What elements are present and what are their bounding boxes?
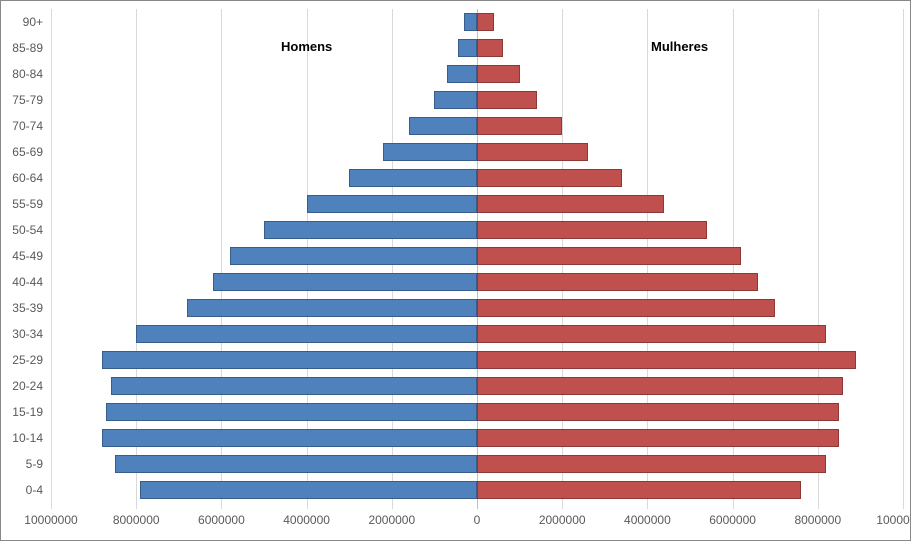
y-tick-label: 0-4 xyxy=(1,481,49,499)
bar-mulheres xyxy=(477,325,826,343)
bar-mulheres xyxy=(477,481,801,499)
y-tick-label: 30-34 xyxy=(1,325,49,343)
y-tick-label: 50-54 xyxy=(1,221,49,239)
bar-homens xyxy=(349,169,477,187)
bar-homens xyxy=(230,247,477,265)
bar-homens xyxy=(264,221,477,239)
x-tick-label: 2000000 xyxy=(539,513,586,527)
bar-homens xyxy=(409,117,477,135)
y-tick-label: 40-44 xyxy=(1,273,49,291)
bar-mulheres xyxy=(477,117,562,135)
bar-mulheres xyxy=(477,91,537,109)
bar-homens xyxy=(111,377,477,395)
gridline xyxy=(903,9,904,509)
x-tick-label: 2000000 xyxy=(368,513,415,527)
bar-mulheres xyxy=(477,39,503,57)
bar-mulheres xyxy=(477,299,775,317)
x-tick-label: 10000000 xyxy=(24,513,77,527)
y-tick-label: 45-49 xyxy=(1,247,49,265)
x-tick-label: 8000000 xyxy=(794,513,841,527)
x-tick-label: 6000000 xyxy=(198,513,245,527)
homens-label: Homens xyxy=(281,39,332,54)
bar-homens xyxy=(447,65,477,83)
bar-homens xyxy=(458,39,477,57)
bar-mulheres xyxy=(477,65,520,83)
bar-mulheres xyxy=(477,195,664,213)
x-tick-label: 10000000 xyxy=(876,513,911,527)
bar-homens xyxy=(434,91,477,109)
x-tick-label: 4000000 xyxy=(283,513,330,527)
y-tick-label: 85-89 xyxy=(1,39,49,57)
y-tick-label: 10-14 xyxy=(1,429,49,447)
y-tick-label: 55-59 xyxy=(1,195,49,213)
y-tick-label: 75-79 xyxy=(1,91,49,109)
bar-mulheres xyxy=(477,143,588,161)
bar-homens xyxy=(115,455,477,473)
gridline xyxy=(51,9,52,509)
bar-mulheres xyxy=(477,169,622,187)
bar-homens xyxy=(102,351,477,369)
population-pyramid-chart: 90+ 85-89 80-84 75-79 70-74 65-69 60-64 55-59 50… xyxy=(0,0,911,541)
y-tick-label: 35-39 xyxy=(1,299,49,317)
y-tick-label: 20-24 xyxy=(1,377,49,395)
mulheres-label: Mulheres xyxy=(651,39,708,54)
bar-homens xyxy=(106,403,477,421)
x-tick-label: 6000000 xyxy=(709,513,756,527)
bar-mulheres xyxy=(477,247,741,265)
bar-mulheres xyxy=(477,455,826,473)
bar-mulheres xyxy=(477,13,494,31)
y-tick-label: 90+ xyxy=(1,13,49,31)
bar-mulheres xyxy=(477,377,843,395)
y-tick-label: 25-29 xyxy=(1,351,49,369)
x-tick-label: 4000000 xyxy=(624,513,671,527)
bar-mulheres xyxy=(477,403,839,421)
bar-homens xyxy=(140,481,477,499)
y-tick-label: 70-74 xyxy=(1,117,49,135)
y-tick-label: 65-69 xyxy=(1,143,49,161)
bar-homens xyxy=(136,325,477,343)
bar-homens xyxy=(213,273,477,291)
x-tick-label: 8000000 xyxy=(113,513,160,527)
bar-mulheres xyxy=(477,351,856,369)
bar-homens xyxy=(102,429,477,447)
plot-area xyxy=(51,9,903,509)
y-tick-label: 80-84 xyxy=(1,65,49,83)
y-tick-label: 15-19 xyxy=(1,403,49,421)
y-tick-label: 5-9 xyxy=(1,455,49,473)
bar-homens xyxy=(383,143,477,161)
bar-mulheres xyxy=(477,221,707,239)
bar-homens xyxy=(307,195,477,213)
bar-mulheres xyxy=(477,273,758,291)
bar-mulheres xyxy=(477,429,839,447)
x-tick-label: 0 xyxy=(474,513,481,527)
bar-homens xyxy=(464,13,477,31)
bar-homens xyxy=(187,299,477,317)
y-tick-label: 60-64 xyxy=(1,169,49,187)
